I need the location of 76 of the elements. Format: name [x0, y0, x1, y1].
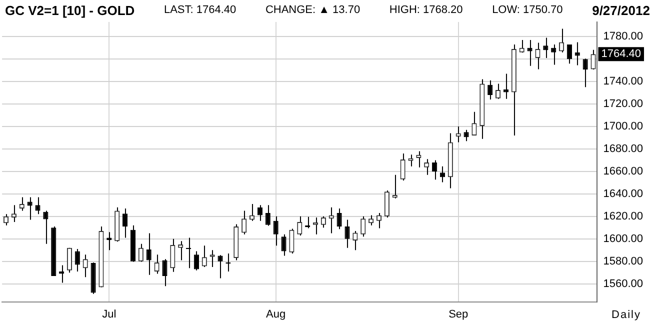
candlestick [551, 44, 556, 66]
candlestick [590, 49, 596, 70]
candlestick [472, 111, 477, 136]
candlestick [440, 166, 446, 183]
y-tick-label: 1640.00 [603, 188, 644, 200]
candlestick [464, 129, 469, 142]
candlestick [138, 243, 144, 262]
y-tick-label: 1600.00 [603, 232, 644, 245]
x-tick-label: Jul [102, 308, 116, 320]
text: HIGH: 1768.20 [389, 4, 463, 16]
candlestick [19, 196, 24, 212]
text: 1764.40 [601, 48, 642, 60]
text: 9/27/2012 [592, 2, 650, 18]
candlestick [210, 250, 215, 268]
text: CHANGE: ▲ 13.70 [265, 4, 360, 16]
text: LAST: 1764.40 [164, 4, 236, 16]
candlestick [82, 254, 88, 278]
candlestick [519, 39, 524, 54]
candlestick [281, 234, 286, 256]
candlestick [376, 212, 382, 229]
candlestick [297, 216, 302, 236]
candlestick [35, 196, 40, 215]
x-tick-label: Sep [448, 308, 468, 320]
candlestick [344, 219, 350, 248]
candlestick [74, 248, 80, 272]
candlestick [106, 232, 112, 251]
text: LOW: 1750.70 [492, 4, 563, 16]
y-tick-label: 1620.00 [603, 210, 644, 222]
y-tick-label: 1680.00 [603, 143, 644, 156]
candlestick [400, 152, 406, 181]
candlestick [11, 204, 16, 223]
candlestick [432, 160, 438, 180]
candlestick [202, 245, 207, 268]
y-tick-label: 1580.00 [603, 255, 644, 268]
y-tick-label: 1740.00 [603, 76, 644, 88]
text: Daily [612, 309, 641, 321]
candlestick [456, 126, 461, 143]
candlestick [170, 238, 176, 272]
candlestick [566, 44, 572, 64]
y-tick-label: 1560.00 [603, 278, 644, 290]
candlestick [558, 28, 564, 53]
candlestick [424, 158, 430, 176]
candlestick [360, 216, 366, 238]
candlestick [66, 247, 72, 274]
candlestick [488, 80, 493, 100]
candlestick [535, 42, 540, 70]
candlestick [368, 214, 374, 226]
candlestick [242, 210, 247, 235]
candlestick [384, 190, 390, 218]
y-tick-label: 1660.00 [603, 165, 644, 178]
candlestick [122, 208, 128, 238]
candlestick [582, 58, 588, 88]
candlestick [146, 232, 152, 276]
candlestick [336, 208, 342, 230]
candlestick [194, 250, 199, 271]
candlestick [218, 254, 223, 279]
candlestick [154, 254, 160, 274]
candlestick [178, 240, 184, 261]
candlestick [408, 154, 414, 167]
candlestick [543, 37, 548, 58]
candlestick [352, 230, 358, 251]
candlestick [416, 150, 422, 168]
y-tick-label: 1700.00 [603, 120, 644, 133]
y-tick-label: 1780.00 [603, 30, 644, 43]
candlestick [273, 216, 278, 246]
candlestick [43, 210, 48, 244]
candlestick [289, 228, 294, 254]
candlestick [312, 217, 318, 235]
candlestick [265, 204, 270, 226]
candlestick [162, 258, 168, 287]
candlestick [257, 204, 262, 222]
y-tick-label: 1720.00 [603, 98, 644, 110]
chart-title: GC V2=1 [10] - GOLD [5, 2, 135, 18]
candlestick [249, 204, 255, 222]
x-tick-label: Aug [266, 308, 286, 320]
candlestick [3, 214, 9, 226]
